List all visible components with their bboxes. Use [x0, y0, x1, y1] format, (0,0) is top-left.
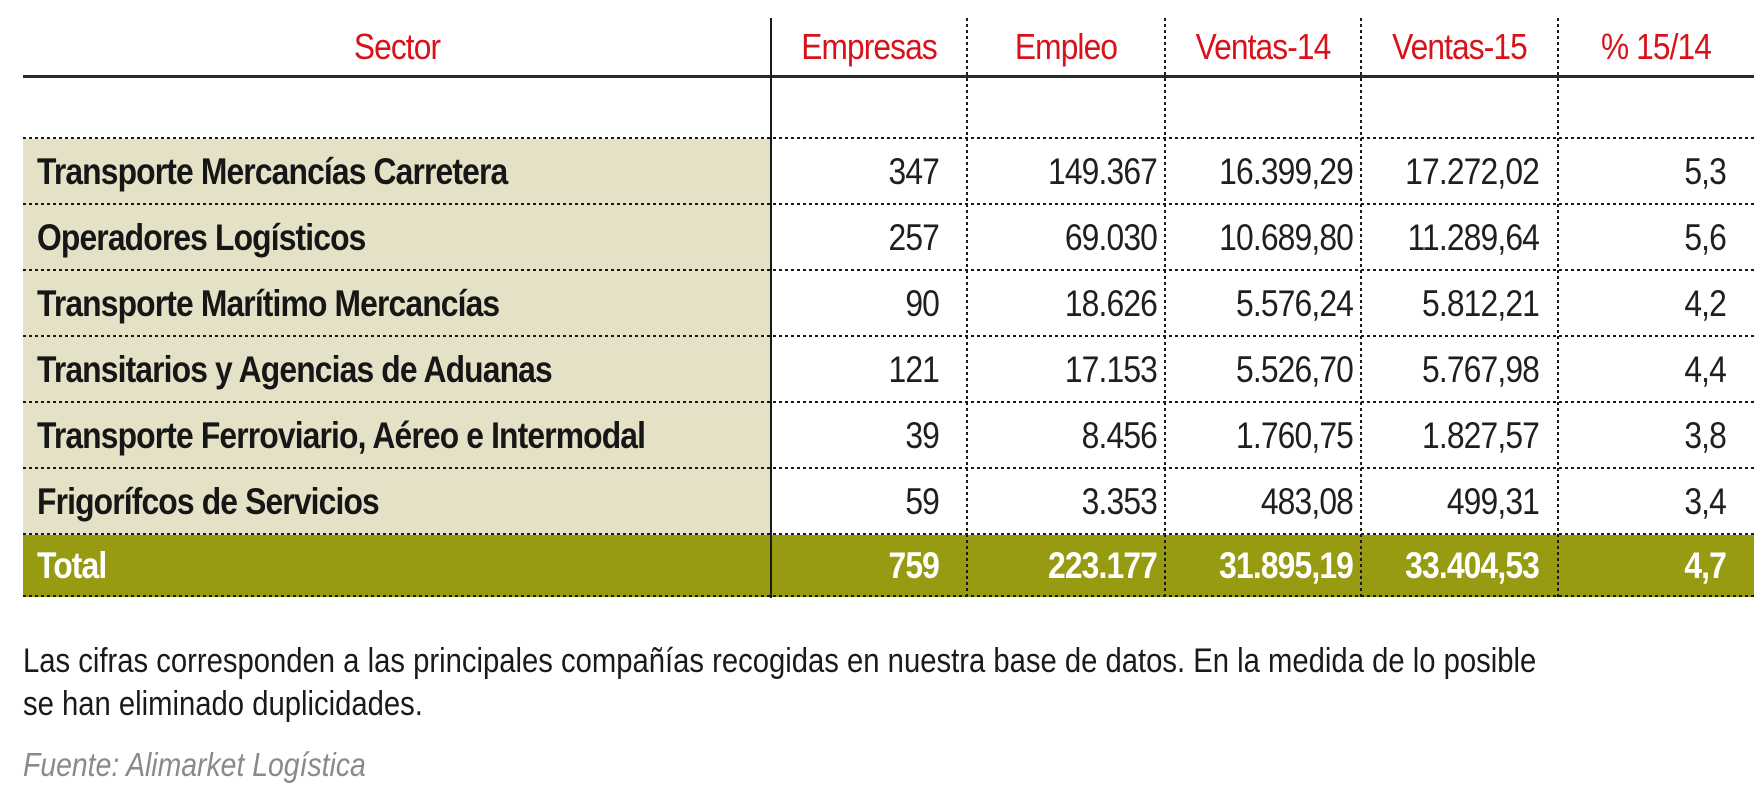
header-ventas-15: Ventas-15 — [1392, 26, 1528, 67]
empleo-value: 17.153 — [1064, 349, 1158, 390]
ventas-15-value: 5.767,98 — [1422, 349, 1540, 390]
empresas-value: 257 — [888, 217, 939, 258]
total-empleo: 223.177 — [1047, 545, 1158, 586]
table-row: Transporte Marítimo Mercancías 90 18.626… — [23, 271, 1754, 337]
sector-name: Operadores Logísticos — [37, 217, 366, 258]
column-divider-dotted — [1164, 18, 1166, 598]
total-pct: 4,7 — [1684, 545, 1727, 586]
column-divider-dotted — [1360, 18, 1362, 598]
ventas-14-value: 483,08 — [1260, 481, 1354, 522]
ventas-14-value: 16.399,29 — [1219, 151, 1354, 192]
footnote: Las cifras corresponden a las principale… — [23, 640, 1743, 726]
ventas-15-value: 17.272,02 — [1405, 151, 1540, 192]
footnote-line-1: Las cifras corresponden a las principale… — [23, 642, 1537, 680]
source-credit: Fuente: Alimarket Logística — [23, 746, 366, 783]
table-row: Transitarios y Agencias de Aduanas 121 1… — [23, 337, 1754, 403]
sector-name: Transporte Marítimo Mercancías — [37, 283, 500, 324]
header-ventas-14: Ventas-14 — [1195, 26, 1332, 67]
table-row: Transporte Ferroviario, Aéreo e Intermod… — [23, 403, 1754, 469]
sector-name: Transporte Ferroviario, Aéreo e Intermod… — [37, 415, 646, 456]
pct-value: 4,2 — [1684, 283, 1727, 324]
table-row: Transporte Mercancías Carretera 347 149.… — [23, 139, 1754, 205]
pct-value: 5,3 — [1684, 151, 1727, 192]
empleo-value: 69.030 — [1064, 217, 1158, 258]
table-row: Operadores Logísticos 257 69.030 10.689,… — [23, 205, 1754, 271]
ventas-15-value: 11.289,64 — [1407, 217, 1540, 258]
total-empresas: 759 — [888, 545, 939, 586]
sector-name: Transporte Mercancías Carretera — [37, 151, 508, 192]
total-ventas-14: 31.895,19 — [1219, 545, 1354, 586]
pct-value: 5,6 — [1684, 217, 1727, 258]
table-row: Frigorífcos de Servicios 59 3.353 483,08… — [23, 469, 1754, 535]
empleo-value: 18.626 — [1064, 283, 1158, 324]
ventas-14-value: 1.760,75 — [1236, 415, 1354, 456]
pct-value: 3,8 — [1684, 415, 1727, 456]
empresas-value: 121 — [888, 349, 939, 390]
header-empleo: Empleo — [1014, 26, 1118, 67]
empresas-value: 59 — [905, 481, 940, 522]
empresas-value: 90 — [905, 283, 940, 324]
ventas-15-value: 499,31 — [1446, 481, 1540, 522]
pct-value: 4,4 — [1684, 349, 1727, 390]
ventas-15-value: 1.827,57 — [1422, 415, 1540, 456]
total-ventas-15: 33.404,53 — [1405, 545, 1540, 586]
ventas-14-value: 5.526,70 — [1236, 349, 1354, 390]
total-label: Total — [37, 545, 107, 586]
ventas-15-value: 5.812,21 — [1422, 283, 1540, 324]
header-sector: Sector — [353, 26, 441, 67]
ventas-14-value: 10.689,80 — [1219, 217, 1354, 258]
header-pct-15-14: % 15/14 — [1600, 26, 1712, 67]
pct-value: 3,4 — [1684, 481, 1727, 522]
column-divider-dotted — [1557, 18, 1559, 598]
empresas-value: 39 — [905, 415, 940, 456]
empleo-value: 3.353 — [1081, 481, 1158, 522]
footnote-line-2: se han eliminado duplicidades. — [23, 685, 423, 723]
column-divider-dotted — [966, 18, 968, 598]
empleo-value: 149.367 — [1047, 151, 1158, 192]
column-divider-solid — [770, 18, 772, 598]
header-divider — [23, 75, 1754, 78]
ventas-14-value: 5.576,24 — [1236, 283, 1354, 324]
sector-name: Transitarios y Agencias de Aduanas — [37, 349, 553, 390]
empleo-value: 8.456 — [1081, 415, 1158, 456]
header-empresas: Empresas — [801, 26, 937, 67]
body-top-divider — [23, 137, 1754, 139]
table-header: Sector Empresas Empleo Ventas-14 Ventas-… — [23, 0, 1754, 78]
empresas-value: 347 — [888, 151, 939, 192]
total-row: Total 759 223.177 31.895,19 33.404,53 4,… — [23, 535, 1754, 597]
sector-name: Frigorífcos de Servicios — [37, 481, 380, 522]
